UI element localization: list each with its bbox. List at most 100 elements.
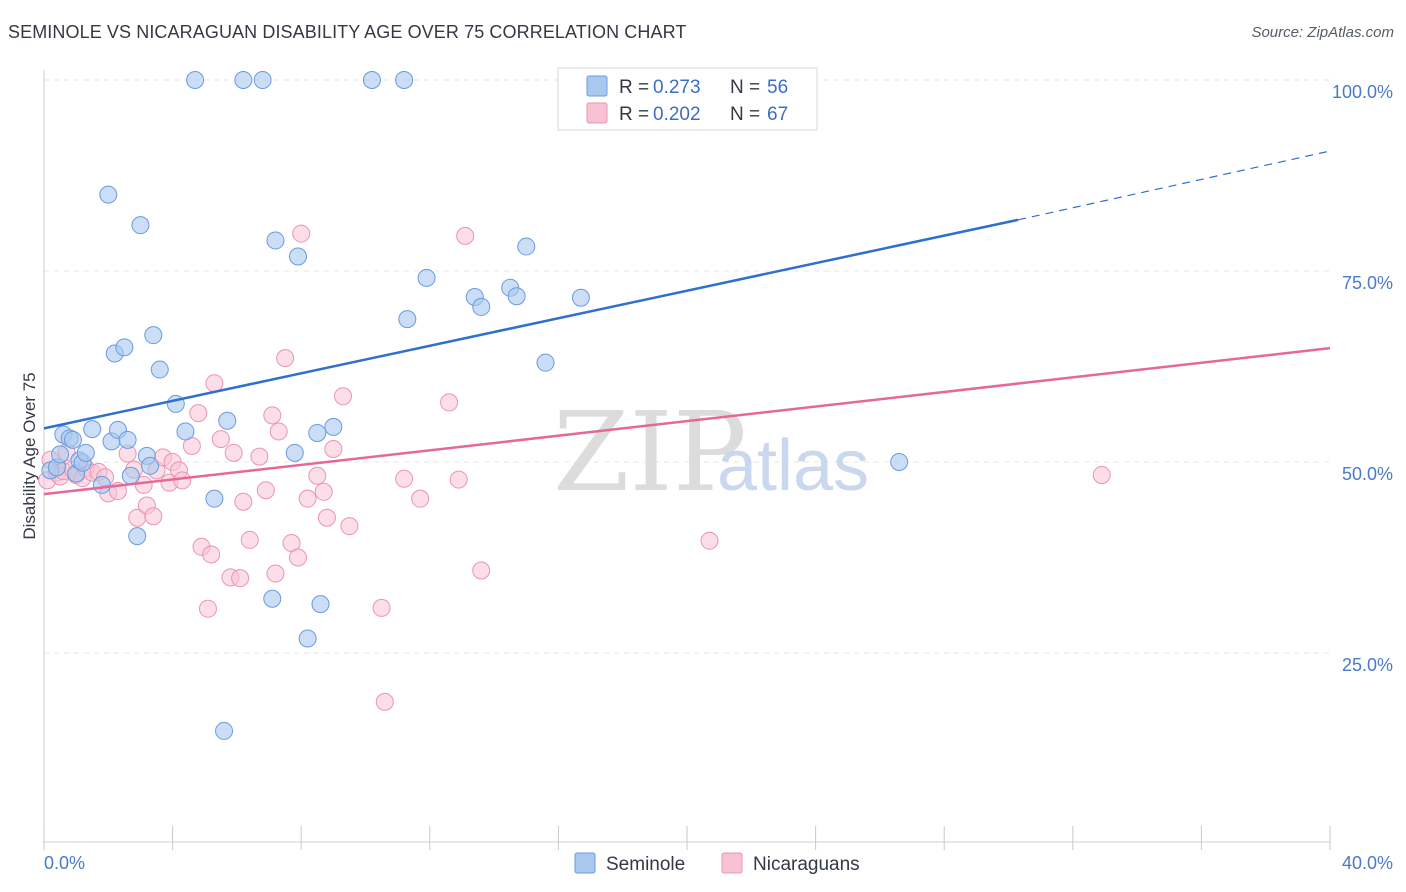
- nicaraguans-point-31: [202, 545, 221, 564]
- y-tick-label-3: 100.0%: [1332, 82, 1393, 102]
- seminole-point-11: [92, 475, 111, 494]
- seminole-point-27: [186, 71, 205, 89]
- seminole-point-38: [308, 423, 327, 442]
- bottom-legend-seminole: Seminole: [606, 854, 685, 875]
- seminole-point-42: [395, 71, 414, 89]
- seminole-point-48: [507, 287, 526, 306]
- nicaraguans-point-28: [189, 404, 208, 423]
- seminole-point-36: [285, 443, 304, 462]
- bottom-legend: Seminole Nicaraguans: [574, 852, 860, 875]
- seminole-point-32: [253, 71, 272, 89]
- y-tick-label-0: 25.0%: [1342, 655, 1393, 675]
- seminole-points: [41, 71, 909, 740]
- seminole-point-28: [205, 489, 224, 508]
- y-tick-labels: 25.0% 50.0% 75.0% 100.0%: [1332, 82, 1393, 675]
- watermark-atlas: atlas: [717, 426, 869, 506]
- nicaraguans-point-54: [340, 517, 359, 536]
- seminole-point-5: [63, 430, 82, 449]
- nicaraguans-point-32: [205, 374, 224, 393]
- nicaraguans-point-50: [314, 482, 333, 501]
- seminole-point-37: [298, 629, 317, 648]
- x-tick-label-1: 40.0%: [1342, 853, 1393, 873]
- seminole-point-26: [176, 422, 195, 441]
- nicaraguans-point-65: [1092, 465, 1111, 484]
- source-credit: Source: ZipAtlas.com: [1251, 24, 1394, 41]
- x-tick-label-0: 0.0%: [44, 853, 85, 873]
- seminole-point-52: [890, 453, 909, 471]
- seminole-point-31: [234, 71, 253, 89]
- y-axis-label: Disability Age Over 75: [20, 372, 39, 539]
- nicaraguans-point-42: [266, 564, 285, 583]
- seminole-point-17: [118, 430, 137, 449]
- seminole-point-29: [218, 411, 237, 430]
- nicaraguans-point-46: [288, 548, 307, 567]
- grid-lines: [44, 79, 1330, 654]
- nicaraguans-point-57: [395, 469, 414, 488]
- seminole-point-41: [362, 71, 381, 89]
- nicaraguans-point-20: [144, 507, 163, 526]
- y-tick-label-1: 50.0%: [1342, 464, 1393, 484]
- nicaraguans-point-40: [256, 481, 275, 500]
- seminole-point-49: [517, 237, 536, 256]
- nicaraguans-point-58: [411, 489, 430, 508]
- seminole-trend-line: [43, 218, 1019, 430]
- nicaraguans-point-30: [198, 599, 217, 618]
- legend-r-value-2: 0.202: [653, 104, 701, 125]
- bottom-legend-swatch-seminole: [574, 852, 596, 874]
- nicaraguans-point-43: [269, 422, 288, 441]
- legend-r-label-2: R =: [619, 104, 649, 125]
- seminole-point-16: [115, 338, 134, 357]
- legend-n-value-1: 56: [767, 77, 788, 98]
- seminole-point-19: [128, 527, 147, 546]
- seminole-point-34: [266, 231, 285, 250]
- nicaraguans-point-36: [231, 569, 250, 588]
- seminole-point-9: [76, 443, 95, 462]
- legend-n-label-2: N =: [730, 104, 760, 125]
- bottom-legend-swatch-nicaraguans: [721, 852, 743, 874]
- nicaraguans-point-35: [224, 443, 243, 462]
- nicaraguans-point-53: [333, 387, 352, 406]
- x-tick-labels: 0.0% 40.0%: [44, 853, 1393, 873]
- nicaraguans-point-39: [250, 447, 269, 466]
- seminole-point-44: [417, 268, 436, 287]
- nicaraguans-point-26: [173, 471, 192, 490]
- seminole-point-51: [571, 288, 590, 307]
- seminole-point-40: [324, 417, 343, 436]
- seminole-point-30: [215, 721, 234, 740]
- nicaraguans-trend-line: [43, 346, 1331, 496]
- nicaraguans-point-62: [472, 561, 491, 580]
- seminole-point-23: [144, 326, 163, 345]
- trend-lines: [43, 150, 1331, 496]
- legend-n-value-2: 67: [767, 104, 788, 125]
- bottom-legend-nicaraguans: Nicaraguans: [753, 854, 860, 875]
- seminole-point-50: [536, 353, 555, 372]
- nicaraguans-point-60: [449, 470, 468, 489]
- seminole-point-18: [121, 466, 140, 485]
- seminole-point-12: [99, 185, 118, 204]
- legend-r-label-1: R =: [619, 77, 649, 98]
- seminole-point-10: [83, 420, 102, 439]
- nicaraguans-point-55: [372, 598, 391, 617]
- nicaraguans-point-51: [317, 508, 336, 527]
- nicaraguans-point-44: [276, 349, 295, 368]
- legend-n-label-1: N =: [730, 77, 760, 98]
- seminole-point-43: [398, 310, 417, 329]
- seminole-point-20: [131, 216, 150, 235]
- nicaraguans-point-56: [375, 692, 394, 711]
- chart-title: SEMINOLE VS NICARAGUAN DISABILITY AGE OV…: [8, 22, 687, 42]
- y-tick-label-2: 75.0%: [1342, 273, 1393, 293]
- nicaraguans-point-37: [234, 492, 253, 511]
- nicaraguans-point-38: [240, 530, 259, 549]
- seminole-point-46: [472, 297, 491, 316]
- legend-box: R = 0.273 N = 56 R = 0.202 N = 67: [557, 67, 818, 131]
- watermark-zip: ZIP: [553, 388, 747, 516]
- watermark: ZIP atlas: [553, 388, 869, 516]
- nicaraguans-point-52: [324, 440, 343, 459]
- seminole-point-24: [150, 360, 169, 379]
- nicaraguans-point-59: [440, 393, 459, 412]
- seminole-point-2: [51, 445, 70, 464]
- legend-swatch-seminole: [586, 75, 608, 97]
- nicaraguans-point-49: [308, 466, 327, 485]
- seminole-point-33: [263, 589, 282, 608]
